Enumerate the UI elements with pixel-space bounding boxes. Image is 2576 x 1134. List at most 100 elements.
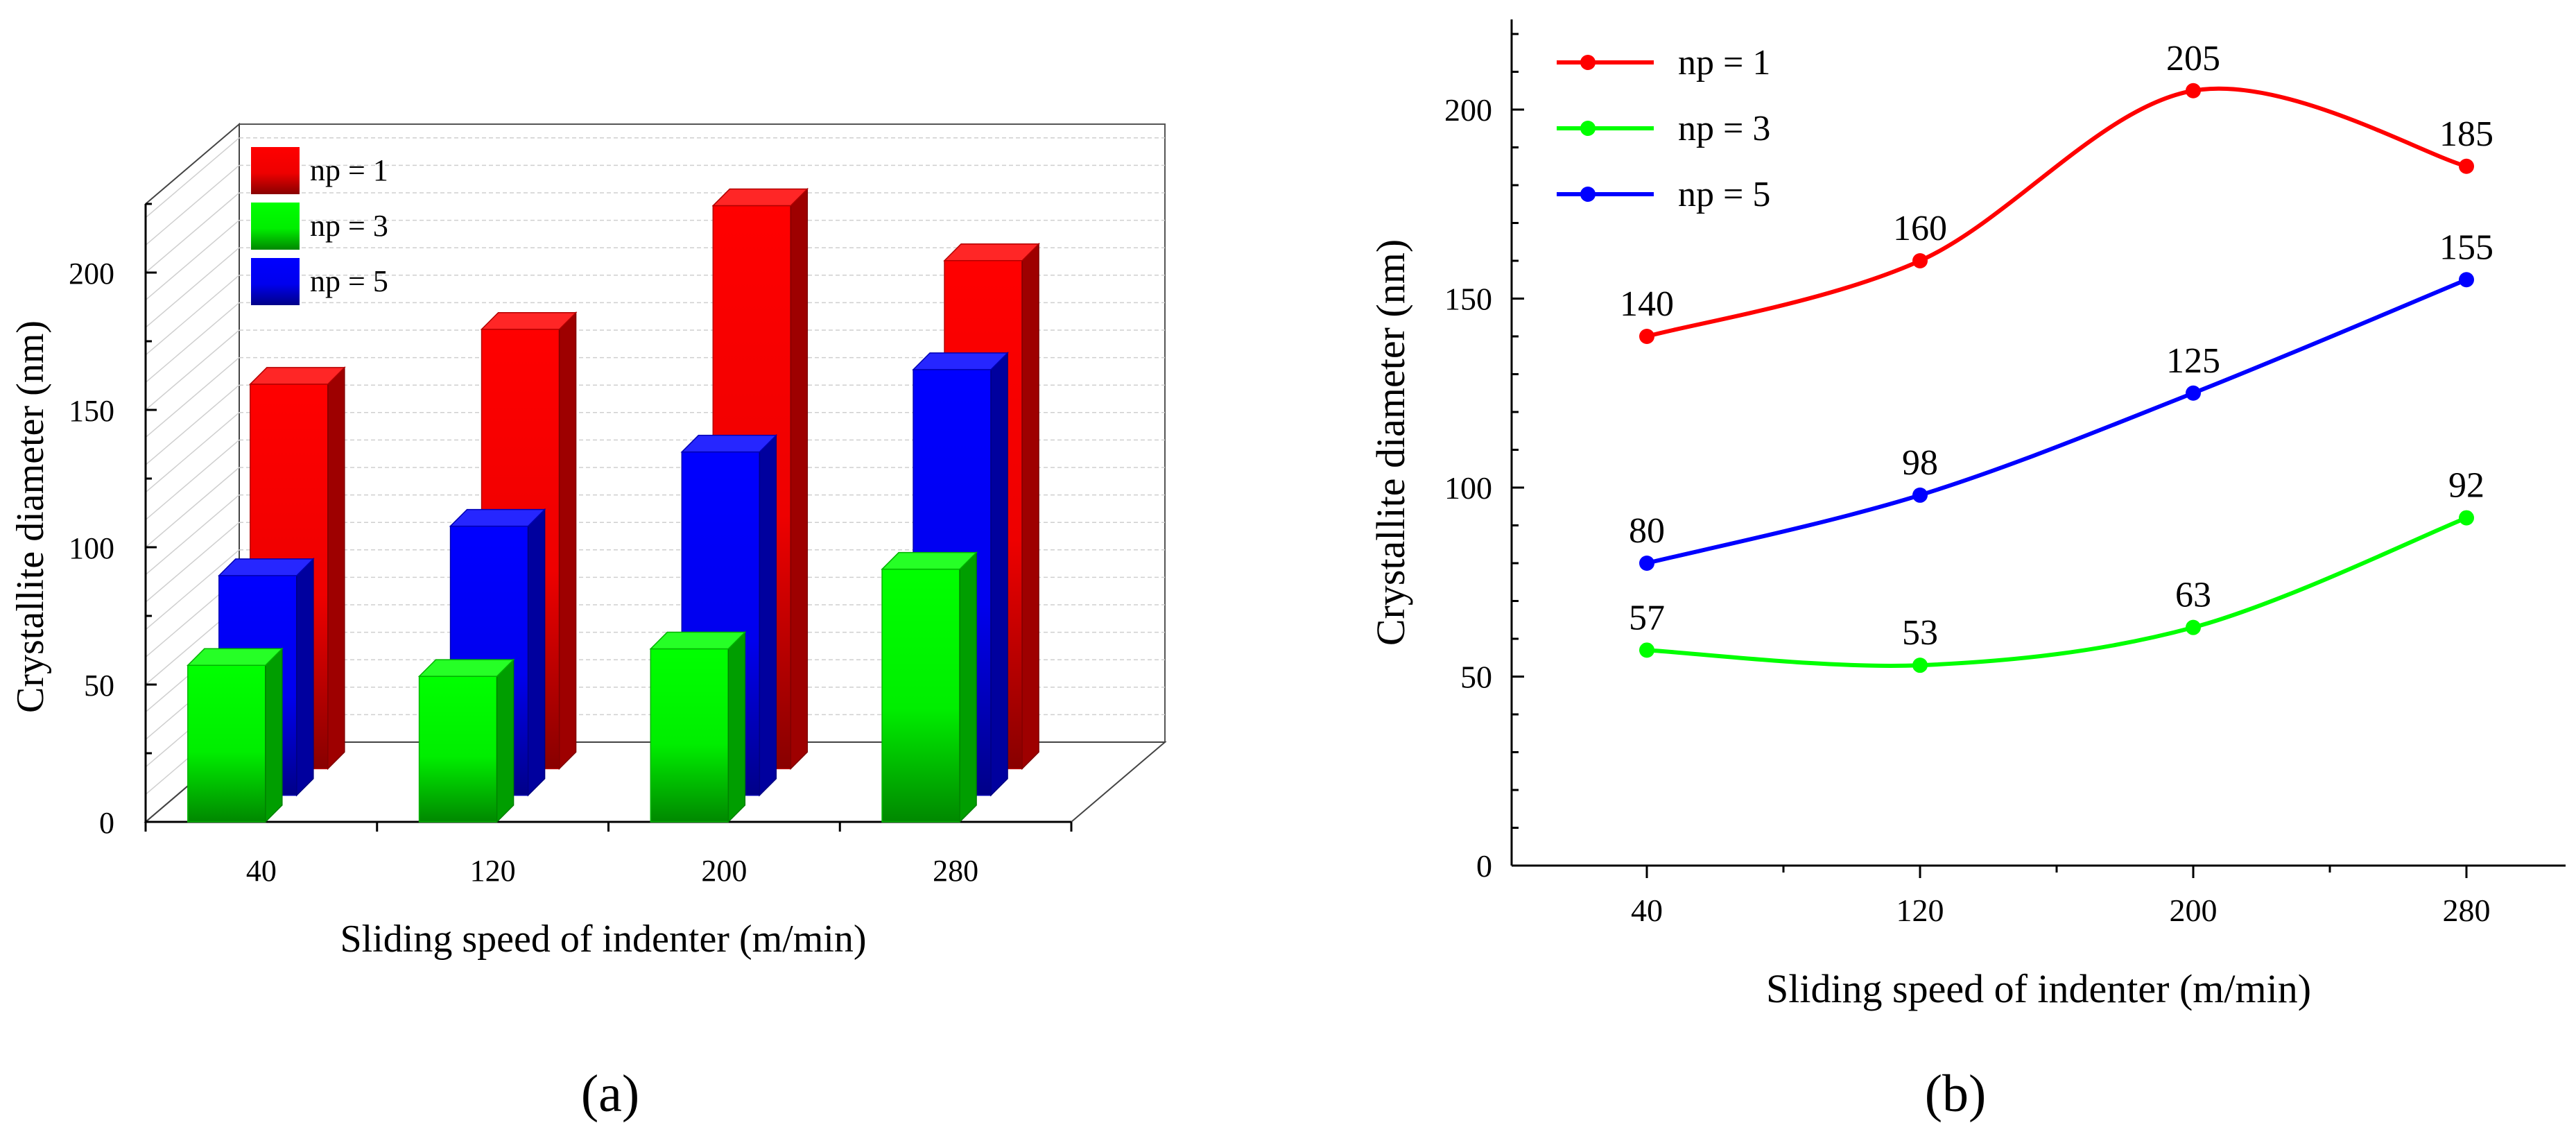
data-point <box>1912 487 1928 503</box>
bar-side-face <box>527 508 546 797</box>
y-axis-title: Crystallite diameter (nm) <box>1368 239 1413 646</box>
series-np3: 57 53 63 92 <box>1629 466 2484 673</box>
legend-label: np = 1 <box>310 153 388 187</box>
data-label: 57 <box>1629 598 1665 637</box>
side-gridline <box>145 275 240 356</box>
series-line <box>1646 515 2468 668</box>
side-gridline <box>145 495 240 576</box>
x-tick-label: 120 <box>1896 893 1944 928</box>
y-tick-label: 150 <box>1444 282 1492 317</box>
data-label: 92 <box>2448 466 2484 506</box>
bar-side-face <box>327 366 345 771</box>
bar-front-face <box>881 568 960 823</box>
data-point <box>2459 510 2474 526</box>
bar-top-face <box>187 648 284 667</box>
legend-marker <box>1580 187 1596 202</box>
bar-np3-40 <box>187 647 284 823</box>
legend-swatch <box>251 147 300 194</box>
x-tick-label: 40 <box>1631 893 1663 928</box>
y-tick-label: 200 <box>1444 92 1492 128</box>
data-point <box>1912 253 1928 268</box>
bar-front-face <box>187 664 266 823</box>
bar-side-face <box>496 658 515 823</box>
bar-top-face <box>680 434 778 453</box>
side-gridline <box>145 439 240 520</box>
bar-side-face <box>558 311 577 771</box>
y-tick-label: 200 <box>69 257 114 291</box>
legend-marker <box>1580 121 1596 136</box>
bar-np3-120 <box>417 658 515 823</box>
bar-side-face <box>959 551 977 823</box>
y-tick-label: 100 <box>1444 470 1492 506</box>
bar-top-face <box>480 311 578 330</box>
panel-a-label: (a) <box>581 1065 639 1123</box>
legend-label: np = 1 <box>1678 43 1770 83</box>
data-label: 160 <box>1893 209 1947 248</box>
bar-top-face <box>417 659 515 677</box>
x-axis-title: Sliding speed of indenter (m/min) <box>340 918 867 961</box>
bar-top-face <box>912 352 1009 370</box>
x-tick-label: 280 <box>933 854 978 888</box>
series-np1: 140 160 205 185 <box>1620 39 2493 344</box>
bar-top-face <box>711 188 809 207</box>
side-gridline <box>145 522 240 603</box>
data-label: 140 <box>1620 284 1674 324</box>
bar-side-face <box>265 647 283 823</box>
y-axis-title: Crystallite diameter (nm) <box>9 320 52 713</box>
series-np5: 80 98 125 155 <box>1629 227 2493 571</box>
side-gridline <box>145 384 240 465</box>
side-gridline <box>145 357 240 438</box>
side-gridline <box>145 137 240 218</box>
side-gridline <box>145 220 240 301</box>
legend-label: np = 3 <box>310 209 388 243</box>
side-gridline <box>145 467 240 548</box>
x-tick-label: 200 <box>701 854 747 888</box>
x-tick-label: 280 <box>2443 893 2491 928</box>
bar-np3-200 <box>649 630 747 823</box>
data-point <box>1912 658 1928 673</box>
bar-front-face <box>650 648 729 823</box>
bar-side-face <box>990 352 1008 797</box>
data-point <box>2186 619 2201 635</box>
side-gridline <box>145 302 240 383</box>
x-axis-title: Sliding speed of indenter (m/min) <box>1766 966 2311 1011</box>
panel-a-chart: 0 50 100 150 200 40 120 200 280 np = 1 np = 3 np = … <box>9 122 1167 961</box>
legend-label: np = 3 <box>1678 109 1770 148</box>
bar-side-face <box>790 187 809 771</box>
series-line <box>1646 86 2467 338</box>
data-label: 80 <box>1629 511 1665 551</box>
data-point <box>2459 158 2474 174</box>
bar-side-face <box>727 630 746 823</box>
data-point <box>1639 329 1654 344</box>
bar-front-face <box>418 676 498 823</box>
data-point <box>2186 385 2201 401</box>
legend-marker <box>1580 55 1596 70</box>
data-point <box>2459 272 2474 288</box>
panel-b-chart: 0 50 100 150 200 40 120 200 280 140 160 205 185 57 53 6… <box>1368 19 2566 1011</box>
y-tick-label: 50 <box>1460 660 1492 695</box>
data-point <box>1639 642 1654 658</box>
series-line <box>1646 277 2468 565</box>
bar-top-face <box>881 551 978 570</box>
data-point <box>1639 556 1654 571</box>
side-gridline <box>145 164 240 246</box>
x-tick-label: 40 <box>246 854 277 888</box>
bar-top-face <box>943 243 1040 261</box>
side-gridline <box>145 329 240 411</box>
y-tick-label: 0 <box>99 806 114 840</box>
y-tick-label: 0 <box>1476 848 1492 884</box>
side-gridline <box>145 192 240 273</box>
data-label: 155 <box>2439 227 2493 267</box>
bar-top-face <box>249 367 346 385</box>
bar-np3-280 <box>881 551 978 823</box>
legend-swatch <box>251 258 300 305</box>
bar-side-face <box>1021 242 1039 771</box>
legend-swatch <box>251 203 300 250</box>
y-tick-label: 50 <box>84 669 114 703</box>
legend-label: np = 5 <box>1678 175 1770 214</box>
bar-top-face <box>649 631 747 650</box>
bar-top-face <box>218 558 315 576</box>
side-gridline <box>145 412 240 493</box>
x-tick-label: 200 <box>2170 893 2218 928</box>
